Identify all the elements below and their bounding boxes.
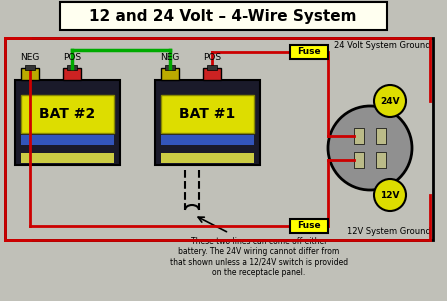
Circle shape — [374, 85, 406, 117]
Text: BAT #1: BAT #1 — [179, 107, 235, 121]
Text: NEG: NEG — [20, 53, 40, 62]
Bar — [63, 68, 81, 80]
Bar — [67, 65, 77, 70]
Text: 24V: 24V — [380, 97, 400, 105]
Bar — [203, 68, 221, 80]
Text: 24 Volt System Ground: 24 Volt System Ground — [334, 42, 431, 51]
Bar — [21, 135, 114, 145]
Bar — [376, 152, 386, 168]
Circle shape — [374, 179, 406, 211]
FancyBboxPatch shape — [290, 219, 328, 233]
Bar — [161, 68, 179, 80]
Bar — [161, 95, 254, 133]
Circle shape — [328, 106, 412, 190]
Bar — [161, 153, 254, 163]
Bar — [354, 152, 364, 168]
Text: 12V System Ground: 12V System Ground — [347, 228, 431, 237]
FancyBboxPatch shape — [290, 45, 328, 59]
Text: Fuse: Fuse — [297, 222, 321, 231]
Bar — [161, 135, 254, 145]
FancyBboxPatch shape — [60, 2, 387, 30]
Bar — [21, 153, 114, 163]
Text: BAT #2: BAT #2 — [39, 107, 95, 121]
Text: POS: POS — [63, 53, 81, 62]
Text: 12 and 24 Volt – 4-Wire System: 12 and 24 Volt – 4-Wire System — [89, 8, 357, 23]
Text: Fuse: Fuse — [297, 48, 321, 57]
Bar — [165, 65, 175, 70]
Bar — [15, 80, 120, 165]
Bar — [21, 95, 114, 133]
Bar — [25, 65, 35, 70]
Bar — [376, 128, 386, 144]
Text: These two lines can come off either
battery. The 24V wiring cannot differ from
t: These two lines can come off either batt… — [170, 237, 348, 277]
Bar — [21, 68, 39, 80]
Text: NEG: NEG — [160, 53, 180, 62]
Bar — [5, 38, 433, 240]
Text: 12V: 12V — [380, 191, 400, 200]
Text: POS: POS — [203, 53, 221, 62]
Bar — [155, 80, 260, 165]
Bar — [207, 65, 217, 70]
Bar — [354, 128, 364, 144]
